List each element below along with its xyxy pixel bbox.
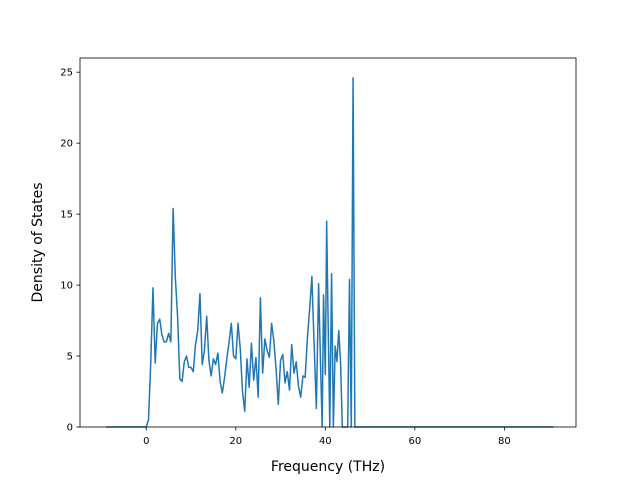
x-tick-label: 60 bbox=[408, 436, 421, 447]
y-axis-ticks: 0 5 10 15 20 25 bbox=[60, 68, 80, 434]
x-tick-label: 80 bbox=[498, 436, 511, 447]
x-tick-label: 40 bbox=[319, 436, 332, 447]
y-tick-label: 10 bbox=[60, 281, 73, 292]
y-tick-label: 0 bbox=[67, 423, 73, 434]
plot-background bbox=[80, 58, 576, 427]
dos-series-line bbox=[105, 77, 554, 428]
x-tick-label: 20 bbox=[229, 436, 242, 447]
plot-frame bbox=[79, 57, 577, 428]
y-tick-label: 25 bbox=[60, 68, 73, 79]
y-axis-label: Density of States bbox=[30, 183, 46, 303]
y-tick-label: 20 bbox=[60, 139, 73, 150]
y-tick-label: 5 bbox=[67, 352, 73, 363]
x-axis-label: Frequency (THz) bbox=[271, 459, 385, 475]
x-tick-label: 0 bbox=[143, 436, 149, 447]
y-tick-label: 15 bbox=[60, 210, 73, 221]
x-axis-ticks: 0 20 40 60 80 bbox=[143, 427, 511, 447]
